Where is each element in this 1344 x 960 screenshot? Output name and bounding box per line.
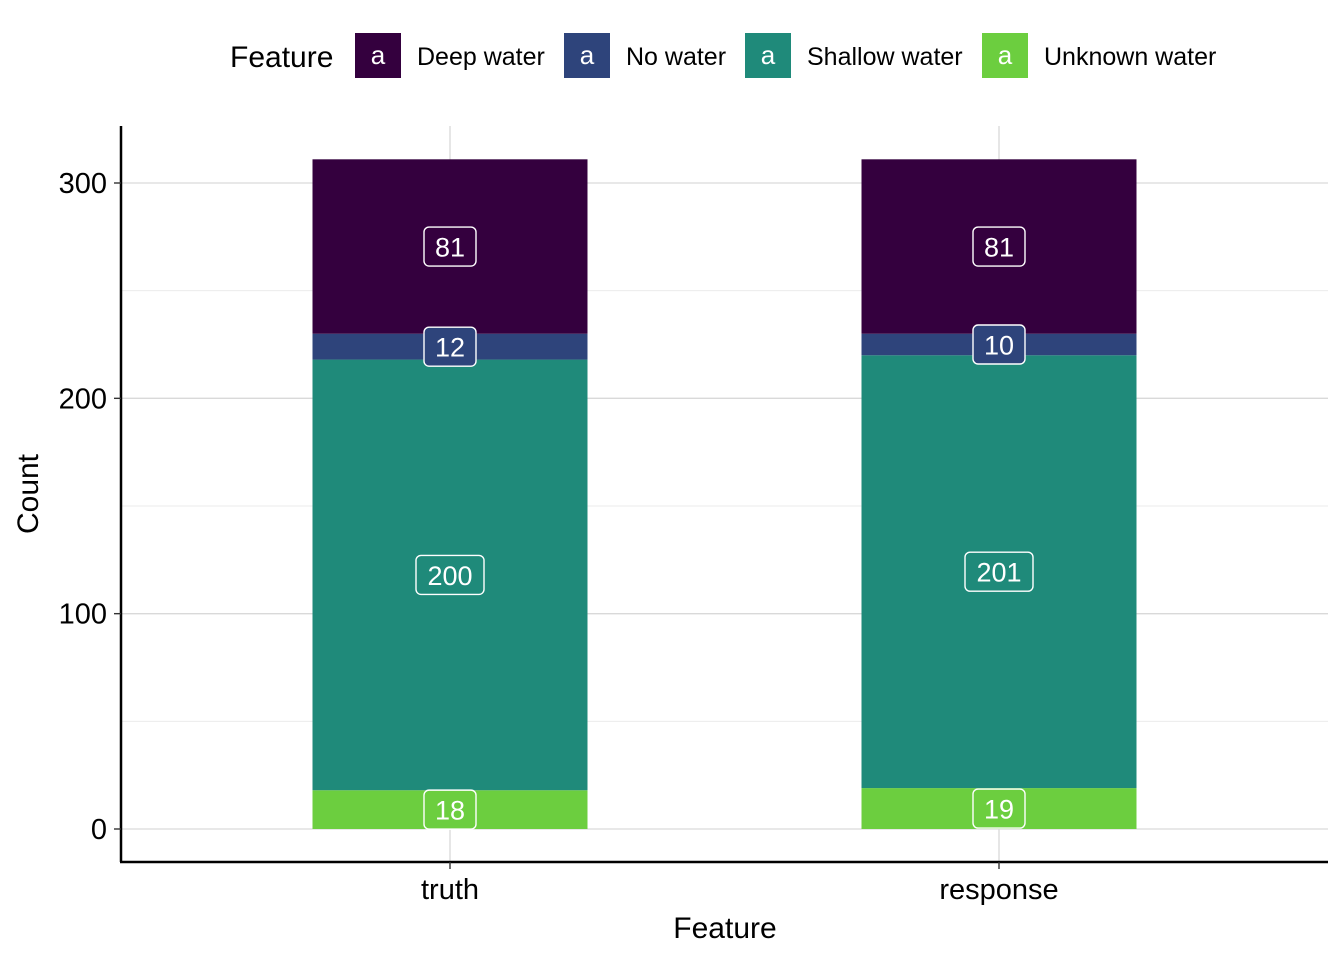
data-label-box <box>423 226 477 267</box>
data-labels: 18 200 12 81 19 201 10 81 <box>415 226 1034 830</box>
y-tick-label: 100 <box>59 599 107 631</box>
legend-key-swatch <box>564 33 610 78</box>
data-label-value: 200 <box>427 561 472 591</box>
x-axis-title: Feature <box>673 912 776 945</box>
legend-item-no-water: a No water <box>564 33 726 78</box>
x-tick-label-truth: truth <box>421 874 479 906</box>
data-label-box <box>972 788 1026 829</box>
data-label-response-unknown-water: 19 <box>972 788 1026 829</box>
data-label-box <box>972 324 1026 365</box>
data-label-truth-unknown-water: 18 <box>423 789 477 830</box>
y-tick-label: 300 <box>59 168 107 200</box>
legend: Feature a Deep water a No water a Shallow wat… <box>230 33 1216 78</box>
legend-key-swatch <box>355 33 401 78</box>
data-label-box <box>423 789 477 830</box>
legend-key-swatch <box>982 33 1028 78</box>
data-label-response-shallow-water: 201 <box>964 551 1034 592</box>
legend-item-unknown-water: a Unknown water <box>982 33 1216 78</box>
legend-item-label: Unknown water <box>1044 43 1216 71</box>
data-label-box <box>972 226 1026 267</box>
data-label-truth-shallow-water: 200 <box>415 554 485 596</box>
x-axis-ticks: truth response <box>421 862 1059 906</box>
legend-item-deep-water: a Deep water <box>355 33 545 78</box>
legend-item-label: No water <box>626 43 726 71</box>
data-label-box <box>415 554 485 596</box>
legend-key-glyph: a <box>580 40 595 70</box>
data-label-response-no-water: 10 <box>972 324 1026 365</box>
legend-key-glyph: a <box>371 40 386 70</box>
data-label-value: 19 <box>984 795 1014 825</box>
legend-item-label: Deep water <box>417 43 545 71</box>
data-label-truth-no-water: 12 <box>423 326 477 367</box>
legend-item-label: Shallow water <box>807 43 963 71</box>
y-tick-label: 0 <box>91 814 107 846</box>
legend-key-swatch <box>745 33 791 78</box>
data-label-response-deep-water: 81 <box>972 226 1026 267</box>
y-axis-ticks: 0 100 200 300 <box>59 168 121 846</box>
data-label-value: 81 <box>984 233 1014 263</box>
data-label-value: 18 <box>435 796 465 826</box>
legend-key-glyph: a <box>761 40 776 70</box>
y-tick-label: 200 <box>59 383 107 415</box>
data-label-box <box>964 551 1034 592</box>
data-label-value: 10 <box>984 331 1014 361</box>
data-label-value: 12 <box>435 333 465 363</box>
major-gridlines <box>121 126 1328 862</box>
legend-item-shallow-water: a Shallow water <box>745 33 963 78</box>
data-label-truth-deep-water: 81 <box>423 226 477 267</box>
data-label-value: 201 <box>976 558 1021 588</box>
data-label-box <box>423 326 477 367</box>
data-label-value: 81 <box>435 233 465 263</box>
x-tick-label-response: response <box>939 874 1058 906</box>
axes <box>119 126 1328 864</box>
minor-gridlines <box>121 290 1328 722</box>
legend-title: Feature <box>230 41 333 74</box>
legend-key-glyph: a <box>998 40 1013 70</box>
y-axis-title: Count <box>12 453 45 534</box>
